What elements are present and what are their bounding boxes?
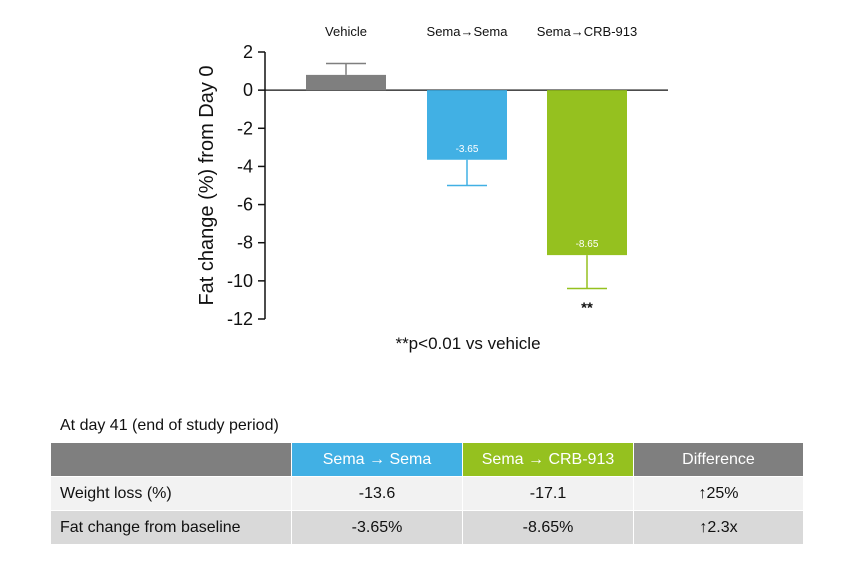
table-header-row: Sema → Sema Sema → CRB-913 Difference [50, 442, 804, 477]
bar-1 [306, 74, 386, 91]
header-cell-sema-sema: Sema → Sema [291, 442, 463, 477]
table-cell: -3.65% [291, 510, 463, 545]
fat-change-chart: 2 0 -2 -4 -6 -8 -10 -12 Fat change (%) from Day… [196, 24, 668, 353]
bar-series [306, 62, 627, 290]
y-tick-label: -10 [227, 271, 253, 291]
data-label-3: -8.65 [576, 239, 599, 250]
table-cell: -17.1 [462, 476, 634, 511]
category-label-1: Vehicle [325, 24, 367, 39]
y-tick-label: -8 [237, 233, 253, 253]
table-cell: ↑2.3x [633, 510, 804, 545]
category-label-2: Sema→Sema [427, 24, 509, 39]
table-row: Fat change from baseline -3.65% -8.65% ↑… [50, 510, 804, 545]
significance-marker: ** [581, 299, 593, 316]
y-tick-label: -12 [227, 309, 253, 329]
y-axis-label: Fat change (%) from Day 0 [196, 65, 218, 305]
chart-labels: Fat change (%) from Day 0 Vehicle -3.65 Sem… [196, 24, 637, 353]
y-tick-label: 2 [243, 42, 253, 62]
header-cell-empty [50, 442, 292, 477]
header-cell-difference: Difference [633, 442, 804, 477]
row-label: Fat change from baseline [50, 510, 292, 545]
table-cell: -8.65% [462, 510, 634, 545]
bar-2 [427, 90, 507, 160]
table-row: Weight loss (%) -13.6 -17.1 ↑25% [50, 476, 804, 511]
significance-footnote: **p<0.01 vs vehicle [395, 334, 540, 353]
y-tick-label: -2 [237, 118, 253, 138]
row-label: Weight loss (%) [50, 476, 292, 511]
y-tick-label: -6 [237, 195, 253, 215]
data-label-2: -3.65 [456, 144, 479, 155]
summary-table: Sema → Sema Sema → CRB-913 Difference We… [50, 442, 804, 545]
table-cell: -13.6 [291, 476, 463, 511]
header-cell-sema-crb913: Sema → CRB-913 [462, 442, 634, 477]
y-tick-label: -4 [237, 156, 253, 176]
table-caption: At day 41 (end of study period) [60, 417, 279, 434]
bar-3 [547, 90, 627, 256]
category-label-3: Sema→CRB-913 [537, 24, 637, 39]
y-tick-label: 0 [243, 80, 253, 100]
table-cell: ↑25% [633, 476, 804, 511]
